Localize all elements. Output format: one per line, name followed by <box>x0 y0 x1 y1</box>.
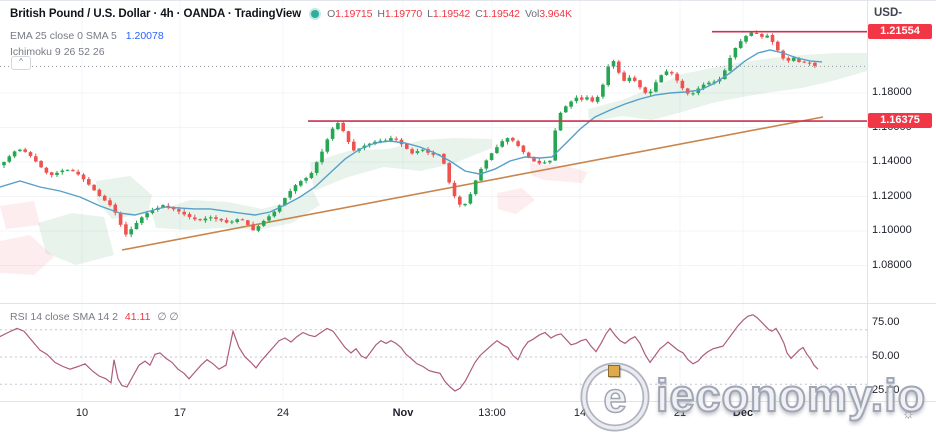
price-tick-label: 1.18000 <box>872 86 912 98</box>
level-price-label: 1.21554 <box>868 23 932 39</box>
time-tick-label: 14 <box>573 407 587 419</box>
time-tick-label: Dec <box>732 407 754 419</box>
ohlc-key: H <box>377 8 385 20</box>
ohlc-key: C <box>475 8 483 20</box>
ohlc-value: 1.19542 <box>482 8 520 20</box>
ohlc-value: 1.19715 <box>335 8 373 20</box>
ohlc-key: O <box>327 8 336 20</box>
price-axis-currency-label: USD- <box>874 7 903 19</box>
price-tick-label: 1.10000 <box>872 224 912 236</box>
ohlc-key: Vol <box>524 8 540 20</box>
symbol-title[interactable]: British Pound / U.S. Dollar · 4h · OANDA… <box>10 8 302 20</box>
rsi-tick-label: 75.00 <box>872 316 900 328</box>
ohlc-value: 3.964K <box>539 8 572 20</box>
time-tick-label: 13:00 <box>478 407 506 419</box>
chevron-up-icon: ^ <box>19 57 23 66</box>
price-tick-label: 1.12000 <box>872 189 912 202</box>
price-tick-label: 1.14000 <box>872 155 912 167</box>
collapse-chevron-button[interactable]: ^ <box>11 56 31 70</box>
market-status-icon <box>311 9 320 18</box>
symbol-header[interactable]: British Pound / U.S. Dollar · 4h · OANDA… <box>10 8 577 20</box>
time-tick-label: Nov <box>392 407 414 419</box>
ema-indicator-label: EMA 25 close 0 SMA 5 <box>10 30 117 42</box>
rsi-indicator-extra: ∅ ∅ <box>157 311 179 323</box>
time-tick-label: 10 <box>75 407 89 419</box>
rsi-indicator-row[interactable]: RSI 14 close SMA 14 2 41.11 ∅ ∅ <box>10 311 179 323</box>
ohlc-key: L <box>427 8 433 20</box>
ema-indicator-value: 1.20078 <box>125 30 164 42</box>
ichimoku-indicator-row[interactable]: Ichimoku 9 26 52 26 <box>10 46 105 58</box>
level-price-label: 1.16375 <box>868 113 932 129</box>
ichimoku-indicator-label: Ichimoku 9 26 52 26 <box>10 46 105 58</box>
time-tick-label: 21 <box>673 407 687 419</box>
time-tick-label: 17 <box>173 407 187 419</box>
rsi-indicator-value: 41.11 <box>124 311 151 323</box>
rsi-tick-label: 25.00 <box>872 384 900 396</box>
price-tick-label: 1.08000 <box>872 258 912 271</box>
ohlc-values: O1.19715 H1.19770 L1.19542 C1.19542 Vol3.964… <box>327 8 577 20</box>
ohlc-value: 1.19542 <box>432 8 471 20</box>
rsi-indicator-label: RSI 14 close SMA 14 2 <box>10 311 118 323</box>
ohlc-value: 1.19770 <box>384 8 423 20</box>
rsi-tick-label: 50.00 <box>872 350 900 362</box>
time-tick-label: 24 <box>276 407 290 419</box>
ema-indicator-row[interactable]: EMA 25 close 0 SMA 5 1.20078 <box>10 30 164 42</box>
